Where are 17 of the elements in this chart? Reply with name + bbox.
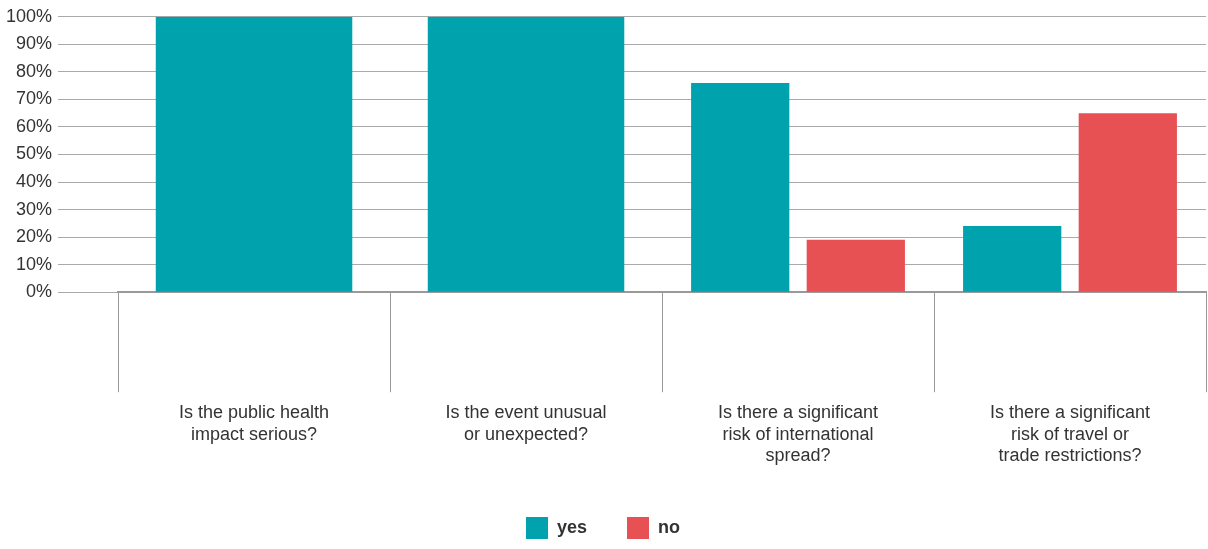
legend-label: yes (556, 516, 588, 537)
x-tick-label: Is there a significant risk of international spread? (717, 401, 879, 466)
y-tick-label: 10% (16, 253, 53, 274)
y-tick-label: 40% (16, 171, 53, 192)
y-tick-label: 50% (16, 143, 53, 164)
legend-label: no (658, 516, 681, 537)
y-tick-label: 90% (16, 33, 53, 54)
y-tick-label: 20% (16, 226, 53, 247)
y-tick-label: 60% (16, 115, 53, 136)
y-tick-label: 30% (16, 198, 53, 219)
y-tick-label: 100% (5, 5, 53, 26)
x-tick-label: Is there a significant risk of travel or trade restrictions? (989, 401, 1151, 466)
y-tick-label: 0% (26, 281, 53, 302)
x-tick-label: Is the public health impact serious? (178, 401, 330, 444)
x-tick-label: Is the event unusual or unexpected? (445, 401, 607, 444)
y-tick-label: 70% (16, 88, 53, 109)
y-tick-label: 80% (16, 60, 53, 81)
